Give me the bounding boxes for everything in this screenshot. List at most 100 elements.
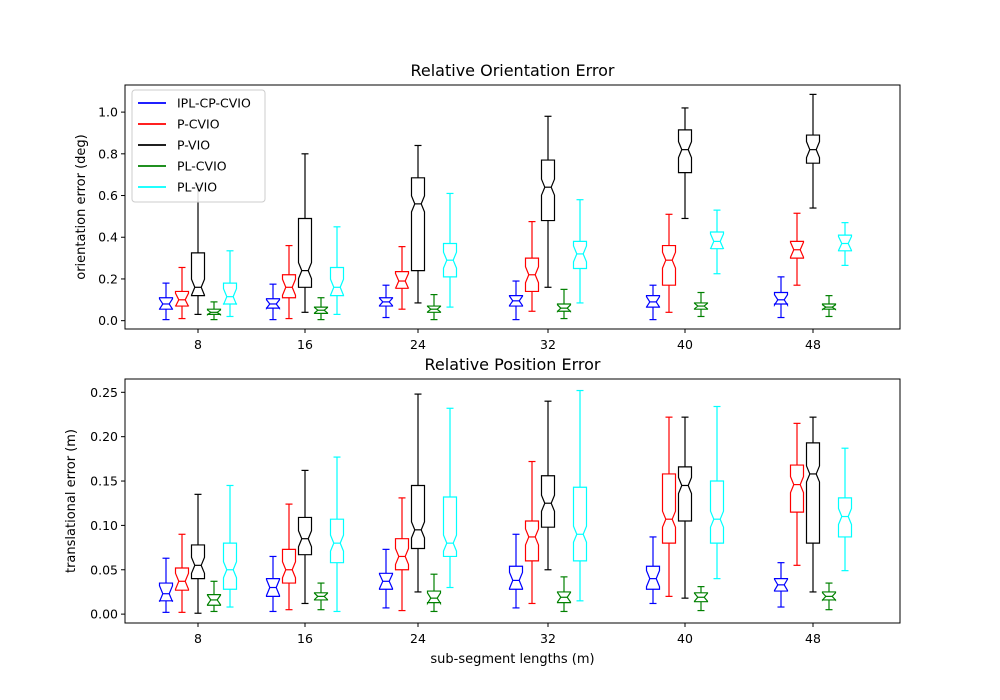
box-pl-vio-24 [442, 407, 458, 589]
box-p-cvio-48 [789, 422, 805, 566]
box-pl-vio-48 [837, 447, 853, 572]
position-error-panel: Relative Position Error translational er… [64, 355, 901, 667]
box-p-vio-32 [540, 115, 556, 288]
legend-label-p-cvio: P-CVIO [177, 117, 220, 132]
box-body [709, 231, 725, 250]
box-p-vio-16 [297, 469, 313, 605]
box-body [394, 271, 410, 289]
x-axis: 8 16 24 32 40 48 [194, 329, 821, 352]
box-body [805, 442, 821, 544]
box-pl-vio-40 [709, 209, 725, 275]
box-body [508, 295, 524, 307]
y-tick-label: 0.15 [90, 474, 118, 489]
box-pl-vio-16 [329, 226, 345, 316]
box-p-vio-40 [677, 107, 693, 220]
box-pl-vio-32 [572, 389, 588, 602]
box-p-cvio-16 [281, 244, 297, 320]
box-body [206, 308, 222, 316]
box-ipl-cp-cvio-32 [508, 280, 524, 321]
box-pl-cvio-40 [693, 291, 709, 318]
box-body [394, 538, 410, 571]
box-ipl-cp-cvio-8 [158, 282, 174, 321]
box-p-vio-48 [805, 93, 821, 209]
x-tick-label: 40 [677, 631, 693, 646]
box-p-vio-24 [410, 393, 426, 593]
box-body [174, 567, 190, 591]
box-body [265, 298, 281, 310]
y-tick-label: 0.20 [90, 429, 118, 444]
box-body [789, 240, 805, 259]
box-p-vio-24 [410, 144, 426, 304]
box-ipl-cp-cvio-32 [508, 533, 524, 609]
y-tick-label: 0.0 [98, 313, 118, 328]
box-pl-vio-24 [442, 192, 458, 308]
legend-label-pl-cvio: PL-CVIO [177, 159, 227, 174]
box-body [508, 565, 524, 590]
x-tick-label: 8 [194, 337, 202, 352]
box-body [773, 291, 789, 308]
box-body [206, 594, 222, 606]
box-p-vio-8 [190, 493, 206, 614]
y-tick-label: 0.2 [98, 271, 118, 286]
box-ipl-cp-cvio-48 [773, 562, 789, 608]
x-tick-label: 48 [805, 337, 821, 352]
box-pl-cvio-48 [821, 582, 837, 611]
box-body [378, 572, 394, 590]
box-body [789, 464, 805, 513]
box-p-vio-32 [540, 400, 556, 571]
box-p-vio-40 [677, 416, 693, 599]
y-tick-label: 0.10 [90, 518, 118, 533]
box-p-vio-48 [805, 416, 821, 593]
box-body [821, 303, 837, 311]
box-pl-vio-16 [329, 456, 345, 613]
box-body [158, 297, 174, 310]
box-body [524, 257, 540, 293]
legend-label-ipl-cp-cvio: IPL-CP-CVIO [177, 96, 251, 111]
box-p-cvio-16 [281, 503, 297, 611]
box-pl-vio-40 [709, 405, 725, 580]
box-ipl-cp-cvio-48 [773, 276, 789, 319]
box-body [572, 486, 588, 562]
box-body [297, 516, 313, 556]
box-body [442, 242, 458, 278]
box-ipl-cp-cvio-24 [378, 548, 394, 609]
box-ipl-cp-cvio-16 [265, 555, 281, 613]
box-body [313, 592, 329, 601]
box-body [281, 274, 297, 299]
x-tick-label: 24 [410, 337, 426, 352]
x-tick-label: 32 [540, 337, 556, 352]
box-pl-cvio-32 [556, 576, 572, 613]
x-tick-label: 48 [805, 631, 821, 646]
chart-title: Relative Position Error [425, 355, 601, 374]
box-pl-cvio-16 [313, 582, 329, 611]
y-tick-label: 0.4 [98, 230, 118, 245]
box-body [524, 520, 540, 562]
plot-area [158, 93, 853, 321]
box-body [645, 295, 661, 308]
y-tick-label: 0.6 [98, 188, 118, 203]
box-p-cvio-32 [524, 460, 540, 605]
x-axis-label: sub-segment lengths (m) [430, 652, 594, 667]
box-body [426, 590, 442, 606]
box-body [540, 159, 556, 222]
box-body [677, 466, 693, 522]
box-pl-cvio-8 [206, 301, 222, 321]
plot-area [158, 389, 853, 614]
box-body [661, 473, 677, 544]
y-tick-label: 0.8 [98, 146, 118, 161]
box-body [821, 591, 837, 602]
box-body [329, 266, 345, 297]
chart-title: Relative Orientation Error [410, 61, 614, 80]
box-p-vio-16 [297, 153, 313, 313]
box-body [805, 134, 821, 164]
box-body [313, 306, 329, 314]
box-body [410, 177, 426, 272]
box-pl-cvio-16 [313, 297, 329, 321]
x-tick-label: 40 [677, 337, 693, 352]
x-tick-label: 16 [297, 337, 313, 352]
y-tick-label: 1.0 [98, 105, 118, 120]
box-body [265, 578, 281, 597]
box-body [572, 240, 588, 270]
box-body [281, 548, 297, 584]
box-body [329, 518, 345, 564]
